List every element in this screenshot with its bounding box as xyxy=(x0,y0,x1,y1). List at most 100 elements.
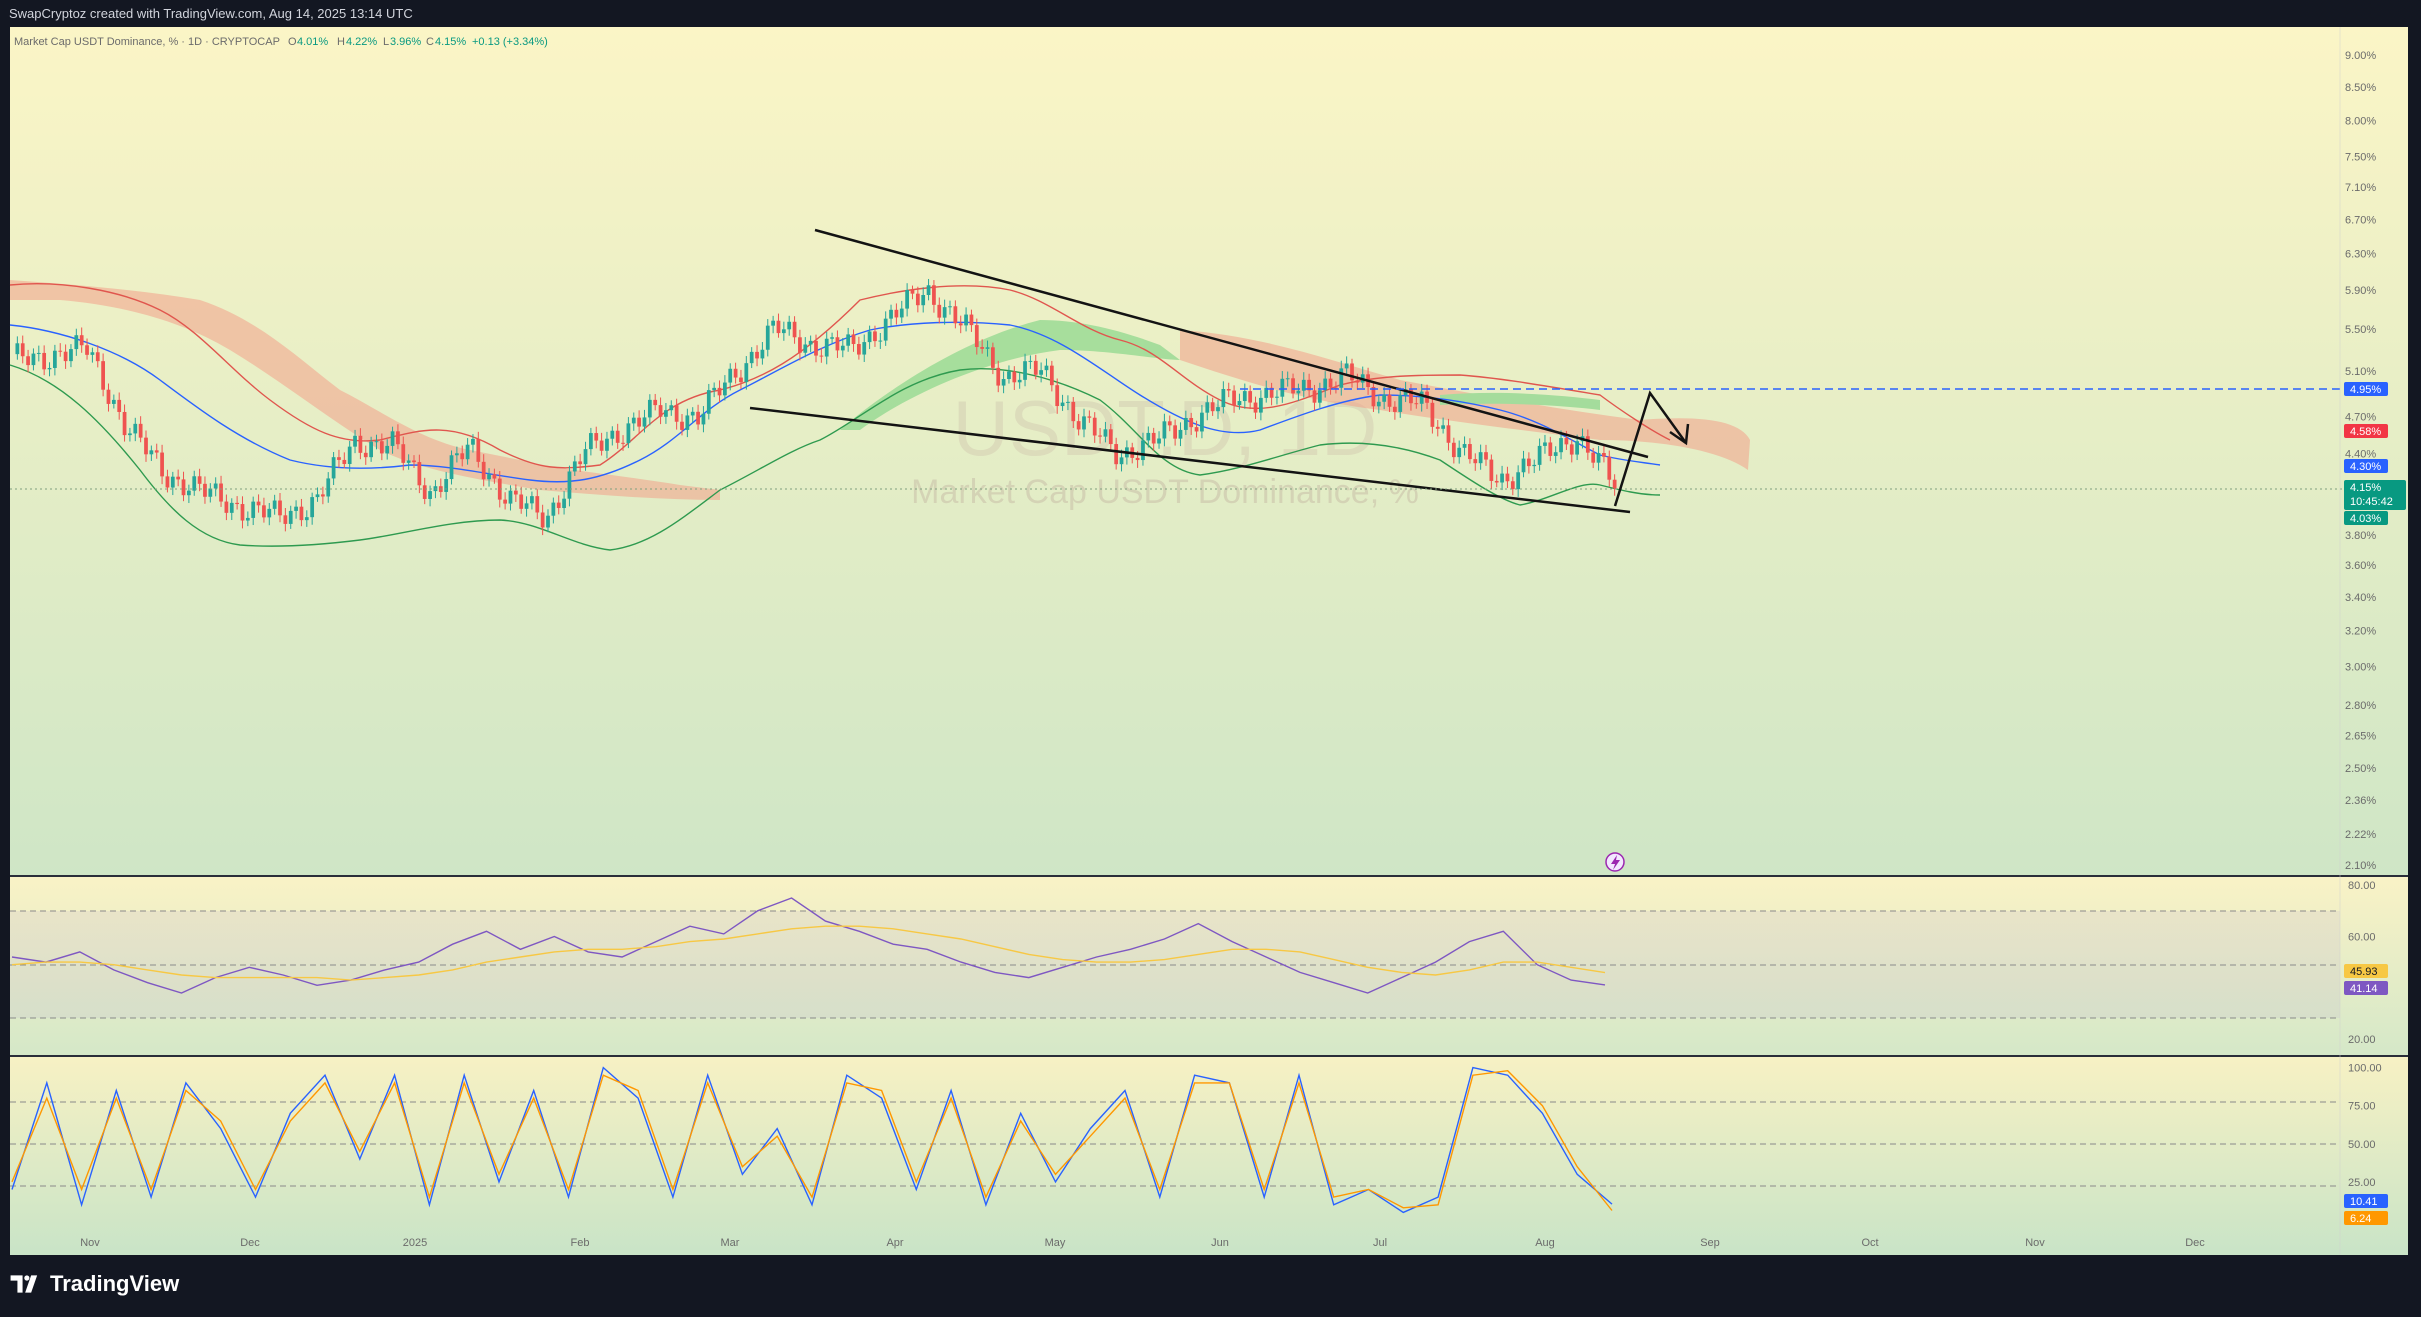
candle-body xyxy=(862,342,867,355)
candle-body xyxy=(1548,442,1553,456)
stoch-pane[interactable] xyxy=(10,1057,2408,1255)
candle-body xyxy=(1355,380,1360,383)
candle-body xyxy=(1076,421,1081,430)
candle-body xyxy=(915,293,920,306)
candle-body xyxy=(980,347,985,349)
rsi-axis: 80.00 60.00 20.00 xyxy=(2348,880,2376,1046)
candle-body xyxy=(583,449,588,465)
rsi-tag-label: 41.14 xyxy=(2350,983,2378,995)
candle-body xyxy=(379,441,384,454)
candle-body xyxy=(830,337,834,339)
candle-body xyxy=(224,501,229,513)
candle-body xyxy=(353,435,357,447)
candle-body xyxy=(1446,425,1451,443)
candle-body xyxy=(1484,452,1488,460)
candle-body xyxy=(562,498,566,509)
candle-body xyxy=(192,476,197,491)
candle-body xyxy=(535,496,540,513)
candle-body xyxy=(197,476,202,484)
candle-body xyxy=(1232,390,1236,406)
price-tag xyxy=(2344,480,2406,510)
candle-body xyxy=(406,460,411,463)
candle-body xyxy=(610,430,615,439)
candle-body xyxy=(1516,472,1521,490)
candle-body xyxy=(170,476,175,488)
time-axis[interactable]: Nov Dec 2025 Feb Mar Apr May Jun Jul Aug Sep Oct Nov… xyxy=(80,1237,2205,1249)
candle-body xyxy=(1468,444,1472,460)
candle-body xyxy=(31,353,36,366)
candle-body xyxy=(347,446,352,464)
price-tick-label: 2.50% xyxy=(2345,763,2376,775)
stoch-tag-label: 10.41 xyxy=(2350,1196,2378,1208)
price-tick-label: 6.30% xyxy=(2345,249,2376,261)
time-tick-label: Mar xyxy=(721,1237,740,1249)
price-tick-label: 4.70% xyxy=(2345,412,2376,424)
lightning-icon[interactable] xyxy=(1605,852,1625,872)
candle-body xyxy=(310,497,315,518)
candle-body xyxy=(937,304,942,318)
legend-c-value: 4.15% xyxy=(435,36,466,48)
candle-body xyxy=(181,479,186,496)
candle-body xyxy=(422,485,427,499)
candle-body xyxy=(417,462,422,486)
candle-body xyxy=(835,337,840,351)
ichimoku-cloud xyxy=(10,280,1750,500)
stoch-tag xyxy=(2344,1211,2388,1225)
candle-body xyxy=(701,413,706,425)
candle-body xyxy=(208,488,213,497)
candle-body xyxy=(824,338,829,357)
candle-body xyxy=(1334,387,1338,389)
candle-body xyxy=(1419,391,1424,404)
price-tick-label: 3.20% xyxy=(2345,626,2376,638)
candle-body xyxy=(1205,402,1210,413)
price-tag xyxy=(2344,382,2388,396)
candle-body xyxy=(1371,387,1376,407)
time-tick-label: Dec xyxy=(240,1237,260,1249)
candle-body xyxy=(1275,396,1279,398)
candle-body xyxy=(1039,370,1043,375)
candle-body xyxy=(1210,402,1215,412)
candle-body xyxy=(674,405,679,422)
rsi-pane[interactable] xyxy=(10,877,2408,1055)
candle-body xyxy=(1017,379,1022,383)
candle-body xyxy=(626,423,631,444)
candle-body xyxy=(717,387,722,396)
time-tick-label: Nov xyxy=(80,1237,100,1249)
candle-body xyxy=(1462,444,1467,448)
candle-body xyxy=(1237,401,1242,406)
price-tick-label: 3.40% xyxy=(2345,592,2376,604)
candle-body xyxy=(953,306,958,324)
falling-wedge-drawing[interactable] xyxy=(749,228,1649,514)
candle-body xyxy=(910,290,915,294)
candle-body xyxy=(1473,459,1478,464)
candle-body xyxy=(1505,473,1510,482)
candle-body xyxy=(1098,435,1102,437)
candle-body xyxy=(728,368,733,383)
rsi-series-line xyxy=(11,897,1606,994)
candle-body xyxy=(90,352,95,355)
candle-body xyxy=(1564,438,1569,445)
projection-arrow[interactable] xyxy=(1613,390,1690,507)
candle-body xyxy=(36,352,41,354)
candle-body xyxy=(1317,390,1322,403)
candle-body xyxy=(342,459,347,464)
candle-body xyxy=(1066,401,1070,403)
candle-body xyxy=(1183,417,1188,430)
candle-body xyxy=(1221,389,1226,408)
candle-body xyxy=(578,461,583,465)
tradingview-logo[interactable]: TradingView xyxy=(10,1271,179,1297)
candle-body xyxy=(1071,401,1076,422)
candle-body xyxy=(942,307,947,318)
legend-o-label: O xyxy=(288,36,297,48)
candle-body xyxy=(749,351,754,364)
candle-body xyxy=(428,491,432,499)
legend-l-value: 3.96% xyxy=(390,36,421,48)
candle-body xyxy=(229,502,234,513)
candle-body xyxy=(101,361,105,390)
price-tick-label: 2.36% xyxy=(2345,795,2376,807)
candle-body xyxy=(1001,379,1006,386)
candle-body xyxy=(637,417,641,427)
legend-h-label: H xyxy=(337,36,345,48)
candle-body xyxy=(1007,371,1011,380)
